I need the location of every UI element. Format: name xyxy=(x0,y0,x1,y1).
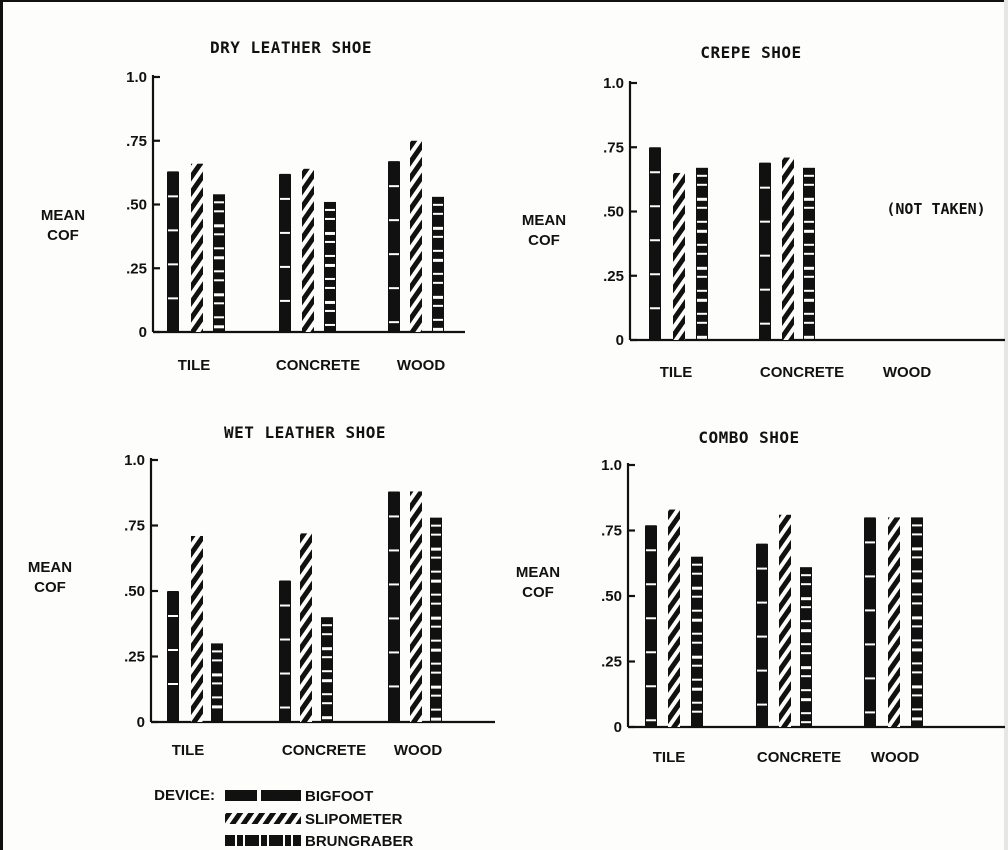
y-axis-label-line-1: MEAN xyxy=(28,559,72,576)
legend-label: BRUNGRABER xyxy=(305,833,414,850)
not-taken-note: (NOT TAKEN) xyxy=(886,200,985,218)
category-label: WOOD xyxy=(871,749,919,766)
bar-slipometer-tile xyxy=(673,172,685,340)
bar-brungraber-tile xyxy=(696,167,708,340)
y-tick-label: .50 xyxy=(124,583,145,600)
bar-slipometer-tile xyxy=(191,535,203,722)
y-tick-label: 1.0 xyxy=(124,452,145,469)
legend-item-slipometer: SLIPOMETER xyxy=(225,811,403,828)
bar-bigfoot-tile xyxy=(167,171,179,332)
bar-bigfoot-wood xyxy=(864,517,876,727)
chart-panel-2: CREPE SHOE MEAN COF 0 .25 .50 .75 1.0 TILE CONCRE… xyxy=(522,43,1005,381)
bar-brungraber-wood xyxy=(430,517,442,722)
chart-panel-1: DRY LEATHER SHOE MEAN COF 0 .25 .50 .75 1.0 TILE… xyxy=(41,38,465,374)
y-axis-label-line-1: MEAN xyxy=(41,207,85,224)
y-tick-label: 1.0 xyxy=(126,69,147,86)
bar-slipometer-concrete xyxy=(779,514,791,727)
bar-slipometer-wood xyxy=(410,491,422,722)
bar-slipometer-concrete xyxy=(782,157,794,340)
legend-label: BIGFOOT xyxy=(305,788,373,805)
bar-slipometer-wood xyxy=(410,140,422,332)
bar-brungraber-concrete xyxy=(800,567,812,727)
y-tick-label: .25 xyxy=(126,260,147,277)
chart-title: COMBO SHOE xyxy=(698,428,799,447)
y-axis-label-line-1: MEAN xyxy=(516,564,560,581)
bar-bigfoot-wood xyxy=(388,161,400,332)
bar-brungraber-concrete xyxy=(803,167,815,340)
chart-title: WET LEATHER SHOE xyxy=(224,423,386,442)
y-tick-label: 0 xyxy=(616,332,624,349)
y-axis-label-line-2: COF xyxy=(522,584,554,601)
bar-brungraber-tile xyxy=(213,194,225,332)
y-tick-label: .25 xyxy=(601,654,622,671)
category-label: CONCRETE xyxy=(757,749,841,766)
y-tick-label: 1.0 xyxy=(603,75,624,92)
chart-title: CREPE SHOE xyxy=(700,43,801,62)
bar-bigfoot-wood xyxy=(388,491,400,722)
legend-label: SLIPOMETER xyxy=(305,811,403,828)
chart-panel-4: COMBO SHOE MEAN COF 0 .25 .50 .75 1.0 TILE CONCRE… xyxy=(516,428,1005,766)
bar-bigfoot-concrete xyxy=(279,580,291,722)
bar-slipometer-tile xyxy=(668,509,680,727)
y-tick-label: .75 xyxy=(601,523,622,540)
category-label: CONCRETE xyxy=(282,742,366,759)
y-tick-label: 1.0 xyxy=(601,457,622,474)
bar-bigfoot-tile xyxy=(167,591,179,722)
bar-slipometer-concrete xyxy=(300,533,312,722)
bar-slipometer-concrete xyxy=(302,168,314,332)
bar-bigfoot-concrete xyxy=(759,162,771,340)
bar-bigfoot-concrete xyxy=(279,173,291,332)
bar-bigfoot-tile xyxy=(645,525,657,727)
bar-slipometer-wood xyxy=(888,517,900,727)
bar-bigfoot-concrete xyxy=(756,543,768,727)
legend-item-bigfoot: BIGFOOT xyxy=(225,788,373,805)
category-label: CONCRETE xyxy=(276,357,360,374)
category-label: WOOD xyxy=(883,364,931,381)
y-tick-label: 0 xyxy=(614,719,622,736)
bar-brungraber-tile xyxy=(211,643,223,722)
bar-brungraber-concrete xyxy=(324,201,336,332)
category-label: TILE xyxy=(653,749,686,766)
y-tick-label: 0 xyxy=(137,714,145,731)
y-tick-label: .50 xyxy=(601,588,622,605)
category-label: TILE xyxy=(660,364,693,381)
y-axis-label-line-2: COF xyxy=(47,227,79,244)
y-tick-label: .25 xyxy=(603,268,624,285)
bar-slipometer-tile xyxy=(191,163,203,332)
category-label: TILE xyxy=(178,357,211,374)
bar-brungraber-tile xyxy=(691,556,703,727)
category-label: CONCRETE xyxy=(760,364,844,381)
bar-bigfoot-tile xyxy=(649,147,661,340)
y-tick-label: .75 xyxy=(126,133,147,150)
y-axis-label-line-2: COF xyxy=(528,232,560,249)
y-tick-label: 0 xyxy=(139,324,147,341)
bar-brungraber-wood xyxy=(432,196,444,332)
bar-brungraber-wood xyxy=(911,517,923,727)
category-label: WOOD xyxy=(394,742,442,759)
legend-item-brungraber: BRUNGRABER xyxy=(225,833,414,850)
category-label: WOOD xyxy=(397,357,445,374)
chart-figure: DRY LEATHER SHOE MEAN COF 0 .25 .50 .75 1.0 TILE… xyxy=(28,38,1005,850)
chart-title: DRY LEATHER SHOE xyxy=(210,38,372,57)
chart-panel-3: WET LEATHER SHOE MEAN COF 0 .25 .50 .75 1.0 TILE… xyxy=(28,423,495,759)
y-tick-label: .75 xyxy=(124,518,145,535)
y-tick-label: .25 xyxy=(124,649,145,666)
y-axis-label-line-1: MEAN xyxy=(522,212,566,229)
y-tick-label: .50 xyxy=(126,197,147,214)
category-label: TILE xyxy=(172,742,205,759)
legend: DEVICE: BIGFOOT SLIPOMETER BRUNGRABER xyxy=(154,787,413,850)
y-tick-label: .75 xyxy=(603,139,624,156)
bar-brungraber-concrete xyxy=(321,617,333,722)
legend-title: DEVICE: xyxy=(154,787,215,804)
y-tick-label: .50 xyxy=(603,204,624,221)
y-axis-label-line-2: COF xyxy=(34,579,66,596)
